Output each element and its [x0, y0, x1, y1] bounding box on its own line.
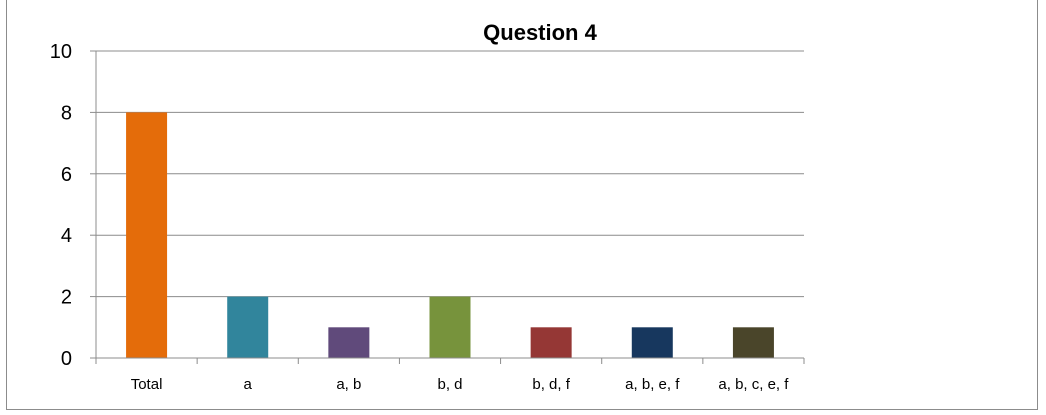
x-tick-label: a	[244, 376, 253, 393]
bar	[530, 327, 572, 358]
chart-frame	[6, 0, 1038, 410]
x-tick-label: b, d	[437, 376, 462, 393]
x-tick-label: a, b, c, e, f	[718, 376, 789, 393]
x-tick-label: Total	[131, 376, 163, 393]
chart-title: Question 4	[483, 20, 597, 45]
bar	[328, 327, 370, 358]
bar	[631, 327, 673, 358]
bar	[126, 112, 168, 359]
x-tick-label: b, d, f	[532, 376, 570, 393]
bar	[227, 296, 269, 358]
y-tick-label: 0	[61, 348, 72, 370]
x-tick-label: a, b, e, f	[625, 376, 680, 393]
y-tick-label: 6	[61, 164, 72, 186]
axis-labels: 0 2 4 6 8 10 Total a a, b b, d b, d, f a, b, e, f a,…	[50, 41, 790, 393]
y-tick-label: 4	[61, 225, 72, 247]
bars	[126, 112, 774, 359]
y-tick-label: 8	[61, 102, 72, 124]
y-tick-label: 10	[50, 41, 72, 63]
axes	[90, 50, 805, 364]
x-tick-label: a, b	[336, 376, 361, 393]
gridlines	[96, 50, 804, 298]
y-tick-label: 2	[61, 287, 72, 309]
bar	[732, 327, 774, 358]
bar	[429, 296, 471, 358]
